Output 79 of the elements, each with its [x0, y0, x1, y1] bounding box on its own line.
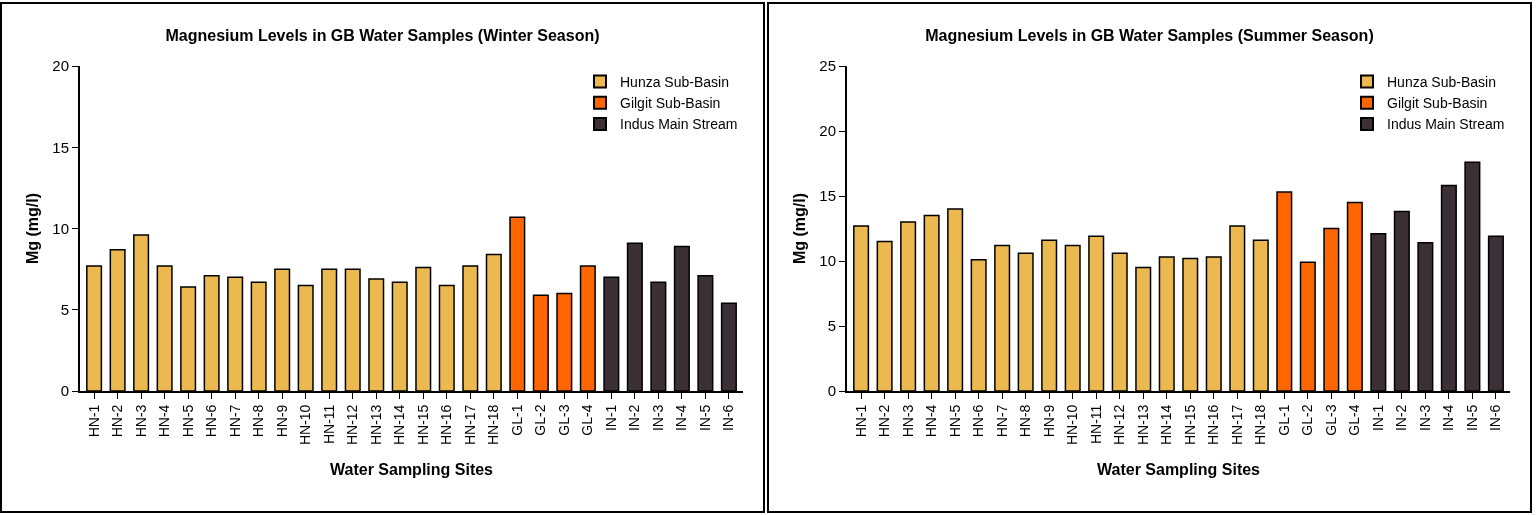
x-tick-label: HN-4	[156, 404, 173, 438]
x-tick-label: IN-2	[626, 404, 643, 432]
x-tick-label: IN-1	[602, 404, 619, 432]
x-tick-label: HN-17	[1228, 404, 1245, 446]
x-tick-label: HN-5	[179, 404, 196, 438]
x-tick-label: HN-3	[132, 404, 149, 438]
x-tick-label: HN-10	[1064, 404, 1081, 446]
x-tick-label: HN-4	[923, 404, 940, 438]
legend-label: Hunza Sub-Basin	[1387, 74, 1496, 91]
x-tick-label: HN-14	[1158, 404, 1175, 446]
x-tick-label: HN-1	[852, 404, 869, 438]
x-tick-label: HN-14	[391, 404, 408, 446]
x-tick-label: HN-17	[461, 404, 478, 446]
y-tick-label: 0	[827, 382, 836, 400]
x-tick-label: GL-4	[579, 404, 596, 436]
x-tick-label: IN-1	[1369, 404, 1386, 432]
y-tick-label: 5	[60, 301, 69, 318]
chart-title: Magnesium Levels in GB Water Samples (Summer Season)	[925, 26, 1374, 44]
x-axis-title: Water Sampling Sites	[1097, 461, 1261, 479]
legend-label: Indus Main Stream	[1387, 116, 1505, 133]
x-tick-label: IN-3	[1416, 404, 1433, 432]
legend-label: Gilgit Sub-Basin	[620, 95, 721, 112]
x-tick-label: IN-5	[696, 404, 713, 432]
y-tick-label: 10	[52, 219, 69, 237]
x-tick-label: HN-12	[344, 404, 361, 446]
x-tick-label: HN-9	[273, 404, 290, 438]
x-tick-label: HN-18	[1252, 404, 1269, 446]
x-tick-label: HN-16	[1205, 404, 1222, 446]
x-tick-label: HN-8	[1017, 404, 1034, 438]
x-tick-label: HN-8	[250, 404, 267, 438]
x-tick-label: HN-9	[1040, 404, 1057, 438]
x-tick-label: HN-15	[1181, 404, 1198, 446]
y-tick-label: 15	[52, 138, 69, 156]
x-tick-label: IN-6	[1487, 404, 1504, 432]
x-tick-label: HN-13	[367, 404, 384, 446]
x-tick-label: GL-2	[1299, 404, 1316, 436]
x-tick-label: IN-3	[649, 404, 666, 432]
x-tick-label: HN-12	[1111, 404, 1128, 446]
chart-title: Magnesium Levels in GB Water Samples (Winter Season)	[165, 26, 600, 44]
x-tick-label: HN-2	[109, 404, 126, 438]
x-tick-label: HN-13	[1134, 404, 1151, 446]
x-tick-label: HN-6	[203, 404, 220, 438]
x-tick-label: IN-2	[1393, 404, 1410, 432]
x-tick-label: HN-11	[320, 404, 337, 445]
x-tick-label: GL-3	[1322, 404, 1339, 436]
x-tick-label: IN-4	[1440, 404, 1457, 432]
y-tick-label: 10	[819, 252, 836, 270]
x-tick-label: GL-2	[532, 404, 549, 436]
x-tick-label: HN-1	[85, 404, 102, 438]
y-tick-label: 0	[60, 382, 69, 400]
x-axis-title: Water Sampling Sites	[330, 461, 494, 479]
legend-label: Indus Main Stream	[620, 116, 738, 133]
legend-label: Hunza Sub-Basin	[620, 74, 729, 91]
y-tick-label: 5	[827, 317, 836, 335]
x-tick-label: GL-1	[1275, 404, 1292, 436]
x-tick-label: HN-7	[226, 404, 243, 438]
x-tick-label: HN-6	[970, 404, 987, 438]
x-tick-label: GL-3	[555, 404, 572, 436]
x-tick-label: IN-4	[673, 404, 690, 432]
x-tick-label: HN-2	[876, 404, 893, 438]
x-tick-label: HN-7	[993, 404, 1010, 438]
x-tick-label: HN-15	[414, 404, 431, 446]
x-tick-label: HN-16	[438, 404, 455, 446]
x-tick-label: HN-18	[485, 404, 502, 446]
y-axis-title: Mg (mg/l)	[790, 192, 808, 265]
y-tick-label: 20	[52, 57, 69, 75]
x-tick-label: GL-4	[1346, 404, 1363, 436]
y-tick-label: 25	[819, 57, 836, 75]
x-tick-label: HN-11	[1087, 404, 1104, 445]
x-tick-label: IN-5	[1463, 404, 1480, 432]
y-axis-title: Mg (mg/l)	[23, 192, 41, 265]
x-tick-label: GL-1	[508, 404, 525, 436]
x-tick-label: HN-5	[946, 404, 963, 438]
x-tick-label: HN-3	[899, 404, 916, 438]
legend-label: Gilgit Sub-Basin	[1387, 95, 1488, 112]
y-tick-label: 15	[819, 187, 836, 205]
x-tick-label: IN-6	[720, 404, 737, 432]
y-tick-label: 20	[819, 122, 836, 140]
x-tick-label: HN-10	[297, 404, 314, 446]
